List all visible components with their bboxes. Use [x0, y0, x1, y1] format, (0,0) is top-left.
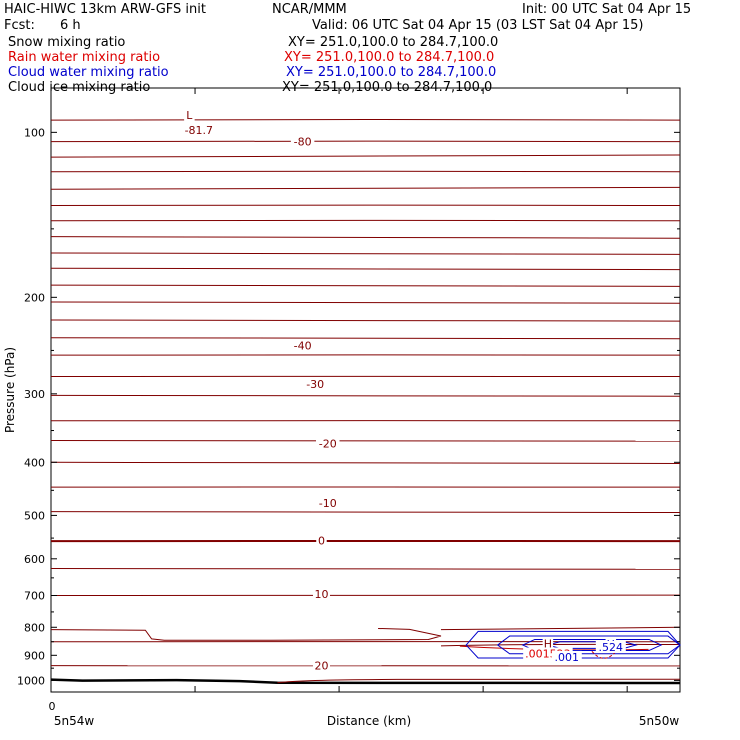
temperature-contour-line — [50, 284, 681, 287]
surface-pressure-line — [50, 678, 681, 685]
field-name-rain: Rain water mixing ratio — [8, 50, 161, 65]
temperature-contour-line — [50, 440, 681, 442]
temperature-contour-line — [50, 461, 681, 464]
x-right-location-label: 5n50w — [639, 714, 680, 728]
field-xy-rain: XY= 251.0,100.0 to 284.7,100.0 — [284, 50, 495, 65]
contour-label: 10 — [314, 588, 328, 601]
y-tick-label: 200 — [24, 291, 45, 304]
y-tick-label: 600 — [24, 553, 45, 566]
temperature-contour-line — [50, 119, 681, 121]
field-name-snow: Snow mixing ratio — [8, 35, 126, 50]
contour-label: -40 — [294, 340, 312, 353]
contour-label-bg — [312, 587, 330, 600]
valid-time: Valid: 06 UTC Sat 04 Apr 15 (03 LST Sat … — [312, 18, 644, 33]
rain-contour-line — [440, 643, 680, 647]
temperature-contour-line — [50, 337, 681, 340]
temperature-contour-line — [50, 267, 681, 271]
y-tick-label: 100 — [24, 126, 45, 139]
contour-label: .524 — [599, 641, 624, 654]
y-tick-label: 500 — [24, 509, 45, 522]
forecast-label: Fcst: — [4, 18, 35, 33]
contour-label: -81.7 — [185, 124, 213, 137]
cloud-water-contour — [465, 630, 681, 659]
temperature-contour-line — [50, 394, 681, 397]
temperature-contour-line — [50, 236, 681, 239]
contour-label-bg — [316, 497, 340, 510]
field-xy-snow: XY= 251.0,100.0 to 284.7,100.0 — [288, 35, 499, 50]
y-tick-label: 800 — [24, 621, 45, 634]
temperature-contour-line — [50, 627, 442, 641]
temperature-contour-line — [50, 319, 681, 322]
temperature-contour-line — [277, 678, 681, 684]
contour-label: H — [544, 637, 552, 650]
field-xy-cloud-water: XY= 251.0,100.0 to 284.7,100.0 — [286, 65, 497, 80]
x-left-location-label: 5n54w — [54, 714, 95, 728]
contour-label-bg — [303, 378, 327, 391]
y-tick-label: 700 — [24, 589, 45, 602]
x-tick-label-zero: 0 — [49, 700, 56, 713]
contour-label-bg — [184, 109, 195, 122]
y-tick-label: 900 — [24, 649, 45, 662]
temperature-contour-line — [50, 568, 681, 570]
contour-label-bg — [595, 640, 626, 653]
contour-label-bg — [316, 437, 340, 450]
contour-label: -80 — [294, 136, 312, 149]
org-label: NCAR/MMM — [272, 2, 347, 17]
y-tick-label: 1000 — [17, 674, 45, 687]
contour-labels: L-81.7-80-40-30-20-1001020H.001523H.524.… — [180, 109, 626, 673]
init-time: Init: 00 UTC Sat 04 Apr 15 — [522, 2, 692, 17]
contour-label-bg — [316, 534, 327, 547]
contour-label: -30 — [306, 378, 324, 391]
cloud-contours — [465, 630, 681, 659]
contour-label: .001 — [555, 651, 580, 664]
contour-label: L — [186, 109, 193, 122]
y-tick-label: 300 — [24, 388, 45, 401]
temperature-contour-line — [50, 140, 681, 143]
temperature-contours — [50, 119, 681, 667]
temperature-contour-line — [440, 626, 681, 631]
contour-label-bg — [180, 123, 218, 136]
forecast-hour: 6 h — [60, 18, 81, 33]
contour-label: -20 — [319, 438, 337, 451]
temperature-contour-line — [50, 170, 681, 173]
x-axis — [50, 88, 628, 692]
temperature-contour-line — [50, 252, 681, 255]
contour-label: -10 — [319, 497, 337, 510]
y-tick-label: 400 — [24, 456, 45, 469]
contour-label-bg — [542, 637, 554, 650]
model-title: HAIC-HIWC 13km ARW-GFS init — [4, 2, 206, 17]
x-axis-title: Distance (km) — [327, 714, 411, 728]
contour-label-bg — [290, 339, 315, 352]
contour-label-bg — [551, 650, 582, 663]
plot-border — [50, 87, 681, 693]
rain-water-dashed-contour — [591, 650, 617, 659]
plot-frame — [50, 87, 681, 693]
contour-label-bg — [290, 135, 315, 148]
temperature-contour-line — [50, 301, 681, 304]
contour-label-bg — [312, 659, 330, 672]
temperature-contour-line — [50, 511, 681, 514]
temperature-contour-line — [50, 186, 681, 190]
surface-line — [50, 678, 681, 685]
temperature-contour-line — [50, 154, 681, 158]
contour-label: 0 — [318, 535, 325, 548]
y-axis-title: Pressure (hPa) — [3, 347, 17, 433]
field-name-cloud-water: Cloud water mixing ratio — [8, 65, 169, 80]
contour-label: 20 — [314, 660, 328, 673]
